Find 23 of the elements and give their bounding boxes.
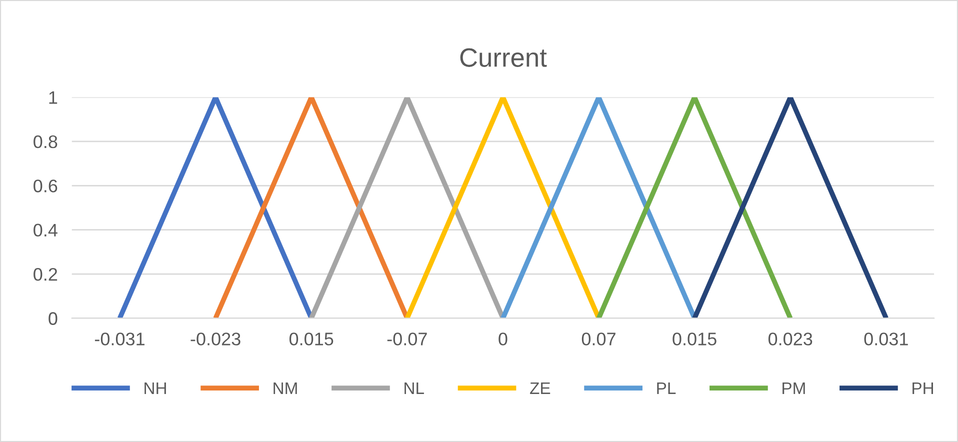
y-tick-label: 0.8 xyxy=(34,135,58,148)
x-tick-label: -0.031 xyxy=(94,332,144,346)
x-tick-label: 0.023 xyxy=(768,332,812,346)
legend-label: PM xyxy=(782,382,805,394)
x-tick-label: -0.023 xyxy=(190,332,240,346)
x-tick-label: 0.015 xyxy=(289,332,334,346)
y-tick-label: 0 xyxy=(48,312,58,325)
chart-title: Current xyxy=(460,48,547,67)
x-tick-label: 0.031 xyxy=(864,332,908,346)
legend-label: NH xyxy=(144,382,166,394)
y-tick-label: 0.6 xyxy=(34,180,58,192)
y-tick-label: 0.4 xyxy=(34,224,58,237)
x-tick-label: 0 xyxy=(498,332,508,346)
x-tick-label: 0.07 xyxy=(582,332,616,346)
y-tick-label: 0.2 xyxy=(34,268,58,281)
y-tick-label: 1 xyxy=(49,91,58,104)
legend-label: PH xyxy=(912,382,933,394)
legend-label: PL xyxy=(657,382,676,394)
x-tick-label: -0.07 xyxy=(387,332,427,346)
legend-label: NM xyxy=(274,382,297,394)
x-tick-label: 0.015 xyxy=(672,332,716,346)
legend-label: NL xyxy=(404,382,424,394)
legend-label: ZE xyxy=(530,382,550,394)
